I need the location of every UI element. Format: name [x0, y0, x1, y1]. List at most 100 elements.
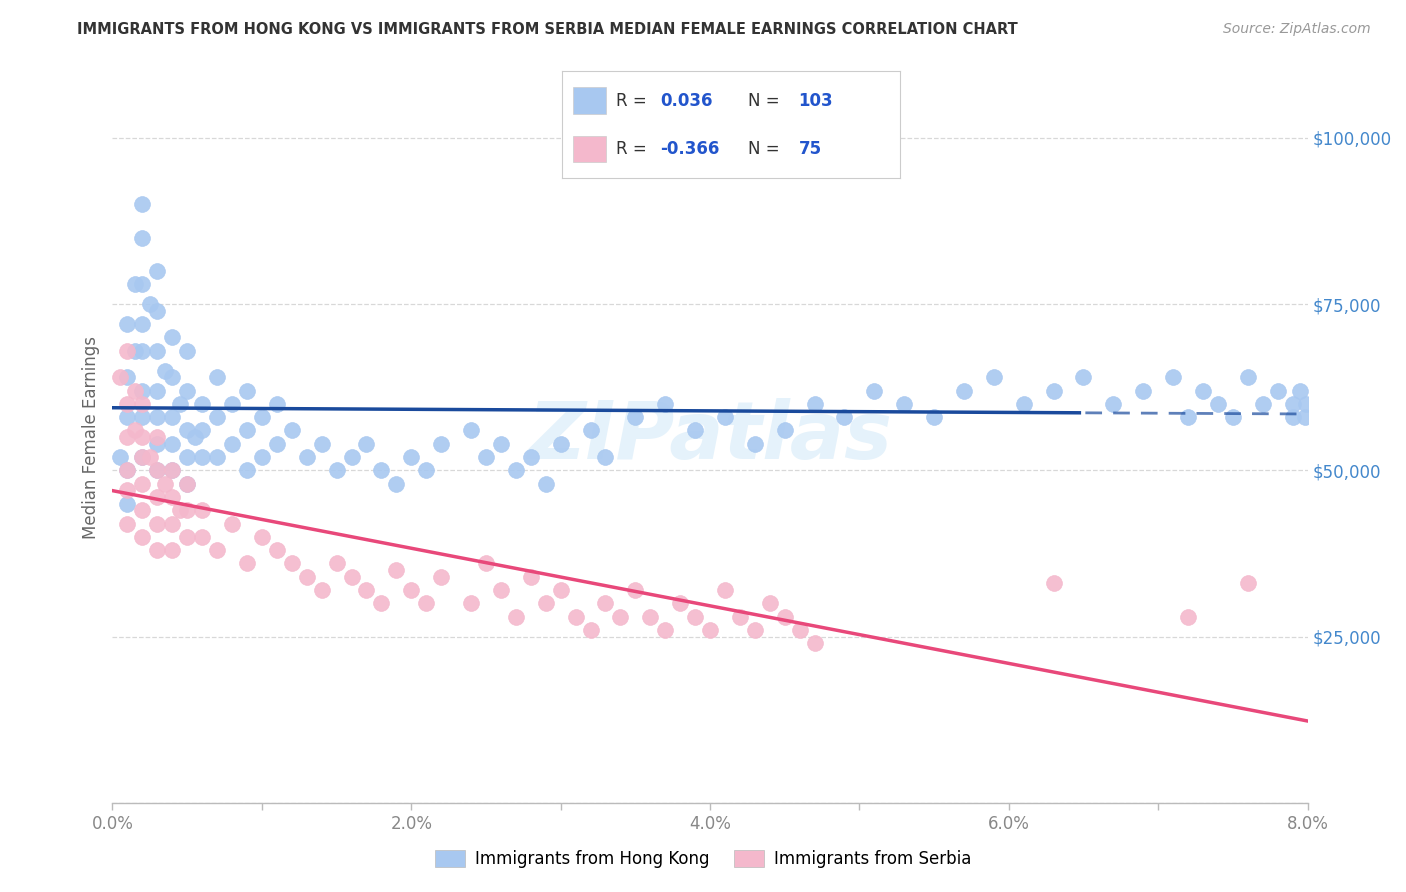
Point — [311, 436, 333, 450]
Point — [162, 463, 183, 477]
Point — [1177, 410, 1199, 425]
Point — [191, 530, 214, 544]
Point — [169, 503, 191, 517]
Point — [489, 436, 512, 450]
Point — [176, 450, 198, 464]
Point — [117, 343, 139, 358]
Point — [654, 397, 676, 411]
Point — [460, 596, 482, 610]
Point — [221, 397, 243, 411]
Point — [146, 516, 169, 531]
Point — [1132, 384, 1154, 398]
Point — [550, 582, 572, 597]
Point — [834, 410, 856, 425]
Point — [176, 343, 198, 358]
Point — [176, 424, 198, 438]
Point — [1042, 576, 1064, 591]
Text: ZIPatlas: ZIPatlas — [527, 398, 893, 476]
Point — [1177, 609, 1199, 624]
Point — [131, 317, 153, 331]
Point — [205, 370, 228, 384]
Point — [221, 516, 243, 531]
Point — [250, 410, 273, 425]
Text: IMMIGRANTS FROM HONG KONG VS IMMIGRANTS FROM SERBIA MEDIAN FEMALE EARNINGS CORRE: IMMIGRANTS FROM HONG KONG VS IMMIGRANTS … — [77, 22, 1018, 37]
Point — [117, 430, 139, 444]
Point — [117, 463, 139, 477]
Point — [131, 476, 153, 491]
Point — [953, 384, 976, 398]
Point — [117, 483, 139, 498]
Point — [146, 430, 169, 444]
Point — [162, 490, 183, 504]
Bar — [572, 136, 606, 162]
Text: Source: ZipAtlas.com: Source: ZipAtlas.com — [1223, 22, 1371, 37]
Point — [162, 330, 183, 344]
Point — [475, 450, 498, 464]
Point — [654, 623, 676, 637]
Point — [162, 516, 183, 531]
Point — [385, 476, 408, 491]
Point — [534, 476, 557, 491]
Point — [356, 582, 378, 597]
Text: R =: R = — [616, 92, 647, 110]
Point — [124, 384, 146, 398]
Point — [1102, 397, 1125, 411]
Point — [108, 370, 131, 384]
Point — [340, 450, 363, 464]
Point — [505, 609, 527, 624]
Point — [983, 370, 1005, 384]
Point — [728, 609, 751, 624]
Point — [139, 450, 162, 464]
Point — [108, 450, 131, 464]
Point — [893, 397, 915, 411]
Point — [117, 516, 139, 531]
Point — [221, 436, 243, 450]
Point — [250, 450, 273, 464]
Point — [146, 543, 169, 558]
Point — [311, 582, 333, 597]
Point — [124, 343, 146, 358]
Point — [340, 570, 363, 584]
Text: -0.366: -0.366 — [661, 140, 720, 158]
Text: 75: 75 — [799, 140, 821, 158]
Point — [236, 424, 259, 438]
Point — [131, 530, 153, 544]
Point — [191, 450, 214, 464]
Point — [624, 582, 647, 597]
Point — [1073, 370, 1095, 384]
Point — [266, 397, 288, 411]
Text: N =: N = — [748, 92, 779, 110]
Point — [1295, 397, 1317, 411]
Point — [236, 463, 259, 477]
Point — [489, 582, 512, 597]
Point — [1237, 370, 1260, 384]
Point — [714, 582, 737, 597]
Point — [744, 623, 766, 637]
Point — [624, 410, 647, 425]
Point — [430, 570, 453, 584]
Point — [520, 570, 543, 584]
Point — [609, 609, 631, 624]
Point — [146, 410, 169, 425]
Point — [117, 410, 139, 425]
Point — [550, 436, 572, 450]
Point — [131, 503, 153, 517]
Point — [803, 636, 825, 650]
Point — [325, 463, 347, 477]
Point — [117, 463, 139, 477]
Point — [789, 623, 811, 637]
Point — [236, 557, 259, 571]
Point — [153, 476, 176, 491]
Point — [191, 424, 214, 438]
Point — [146, 463, 169, 477]
Point — [699, 623, 721, 637]
Point — [1206, 397, 1229, 411]
Point — [131, 430, 153, 444]
Text: 0.036: 0.036 — [661, 92, 713, 110]
Point — [162, 410, 183, 425]
Point — [146, 384, 169, 398]
Point — [401, 450, 423, 464]
Point — [325, 557, 347, 571]
Point — [205, 450, 228, 464]
Point — [475, 557, 498, 571]
